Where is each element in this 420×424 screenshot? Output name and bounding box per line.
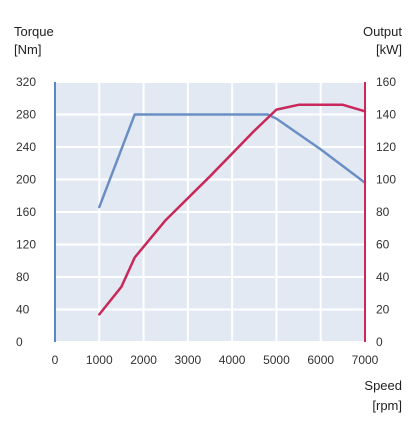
x-tick-label-0: 0 [52,353,59,367]
left-tick-label-6: 240 [16,140,36,154]
right-tick-label-4: 80 [376,205,390,219]
left-axis-unit: [Nm] [14,42,41,57]
left-tick-labels: 0 40 80 120 160 200 240 280 320 [16,75,36,349]
x-axis-unit: [rpm] [372,398,402,413]
left-tick-label-5: 200 [16,173,36,187]
x-tick-label-1: 1000 [86,353,113,367]
left-tick-label-7: 280 [16,108,36,122]
x-tick-label-6: 6000 [307,353,334,367]
right-tick-labels: 0 20 40 60 80 100 120 140 160 [376,75,396,349]
right-tick-label-5: 100 [376,173,396,187]
x-axis-title: Speed [364,378,402,393]
right-tick-label-6: 120 [376,140,396,154]
x-tick-label-2: 2000 [130,353,157,367]
x-tick-labels: 0 1000 2000 3000 4000 5000 6000 7000 [52,353,379,367]
output-series-line [98,103,367,316]
right-tick-label-0: 0 [376,335,383,349]
right-tick-label-1: 20 [376,303,390,317]
x-tick-label-7: 7000 [352,353,379,367]
right-tick-label-8: 160 [376,75,396,89]
torque-series-line [98,113,367,209]
left-tick-label-4: 160 [16,205,36,219]
left-tick-label-0: 0 [16,335,23,349]
left-tick-label-8: 320 [16,75,36,89]
right-axis-title: Output [363,24,402,39]
series-lines [98,103,367,316]
right-axis-unit: [kW] [376,42,402,57]
x-tick-label-5: 5000 [263,353,290,367]
x-tick-label-3: 3000 [175,353,202,367]
right-tick-label-7: 140 [376,108,396,122]
left-tick-label-1: 40 [16,303,30,317]
x-tick-label-4: 4000 [219,353,246,367]
right-tick-label-3: 60 [376,238,390,252]
left-tick-label-3: 120 [16,238,36,252]
left-tick-label-2: 80 [16,270,30,284]
right-tick-label-2: 40 [376,270,390,284]
left-axis-title: Torque [14,24,54,39]
